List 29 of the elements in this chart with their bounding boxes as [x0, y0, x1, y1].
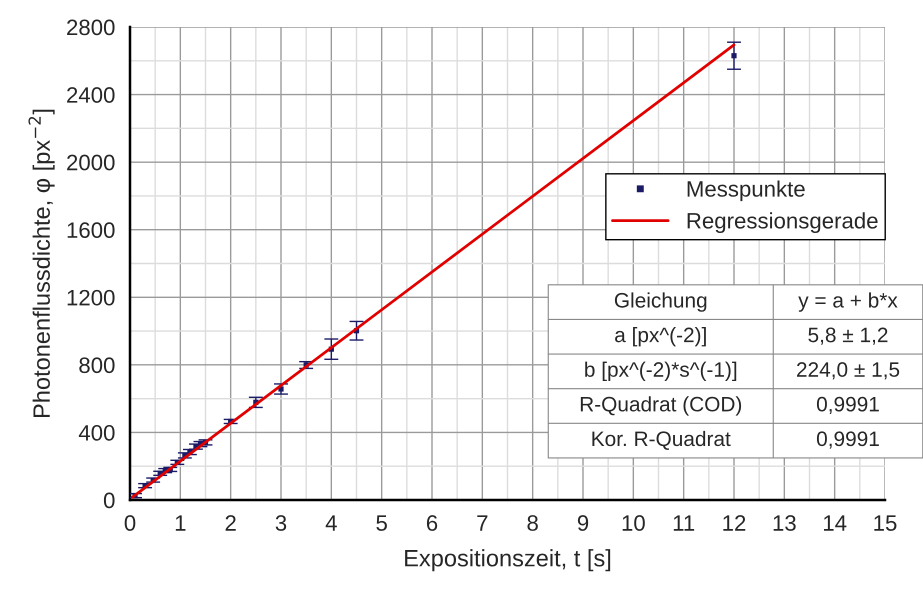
x-tick-label: 2: [226, 515, 236, 531]
point: [731, 53, 737, 58]
x-tick-label: 4: [326, 515, 337, 531]
y-tick-label: 2400: [67, 87, 115, 103]
y-tick-label: 2800: [67, 20, 115, 36]
y-tick-label: 800: [79, 357, 115, 374]
y-axis-title: Photonenflussdichte, φ [px$^{−2}$]: [28, 110, 55, 418]
y-tick-label: 1200: [68, 290, 115, 306]
x-tick-label: 11: [674, 515, 694, 531]
x-tick-label: 0: [124, 515, 136, 531]
x-tick-label: 5: [376, 515, 387, 531]
legend-label: Regressionsgerade: [688, 212, 878, 234]
x-tick-label: 6: [426, 515, 438, 531]
x-tick-label: 3: [276, 515, 286, 531]
x-tick-label: 13: [774, 515, 796, 531]
legend-label: Messpunkte: [688, 180, 805, 202]
x-tick-label: 12: [723, 515, 746, 531]
y-tick-label: 1600: [68, 222, 115, 238]
y-tick-label: 2000: [67, 154, 115, 170]
x-tick-label: 10: [622, 515, 645, 531]
x-axis-title: Expositionszeit, t [s]: [405, 549, 610, 572]
x-tick-label: 15: [874, 515, 896, 531]
x-tick-label: 8: [527, 515, 538, 531]
x-tick-label: 1: [176, 515, 186, 531]
x-tick-label: 9: [578, 515, 588, 531]
x-tick-label: 7: [477, 515, 488, 531]
x-tick-label: 14: [824, 515, 846, 531]
y-tick-label: 400: [78, 424, 115, 441]
y-tick-label: 0: [104, 492, 115, 508]
